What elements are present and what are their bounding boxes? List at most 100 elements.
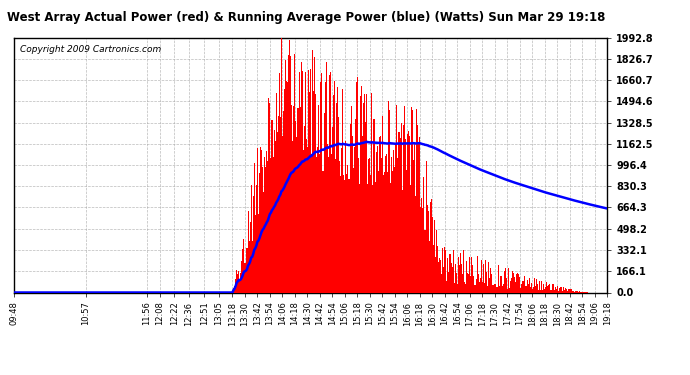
Bar — [275, 93, 277, 292]
Bar — [252, 241, 253, 292]
Bar — [544, 289, 545, 292]
Bar — [563, 287, 564, 292]
Bar — [385, 156, 386, 292]
Bar — [283, 111, 284, 292]
Bar — [388, 101, 389, 292]
Bar — [257, 148, 258, 292]
Bar — [244, 263, 246, 292]
Bar — [273, 130, 275, 292]
Bar — [557, 286, 558, 292]
Bar — [302, 71, 303, 292]
Bar — [473, 276, 475, 292]
Bar — [377, 171, 379, 292]
Bar — [263, 192, 264, 292]
Bar — [310, 69, 311, 292]
Bar — [546, 282, 547, 292]
Bar — [493, 285, 494, 292]
Bar — [465, 284, 466, 292]
Bar — [397, 158, 398, 292]
Bar — [572, 291, 573, 292]
Bar — [262, 167, 263, 292]
Bar — [526, 279, 528, 292]
Bar — [295, 121, 297, 292]
Bar — [253, 195, 254, 292]
Bar — [568, 289, 569, 292]
Bar — [333, 95, 334, 292]
Bar — [549, 284, 551, 292]
Bar — [475, 279, 477, 292]
Bar — [573, 291, 574, 292]
Bar — [566, 290, 567, 292]
Bar — [395, 146, 396, 292]
Bar — [422, 208, 424, 292]
Bar — [540, 290, 541, 292]
Bar — [522, 282, 524, 292]
Bar — [516, 274, 517, 292]
Bar — [403, 125, 404, 292]
Bar — [271, 120, 273, 292]
Bar — [542, 291, 543, 292]
Bar — [293, 106, 295, 292]
Bar — [379, 136, 380, 292]
Bar — [250, 185, 252, 292]
Bar — [409, 136, 410, 292]
Bar — [238, 272, 239, 292]
Bar — [551, 284, 553, 292]
Bar — [367, 184, 368, 292]
Bar — [277, 116, 279, 292]
Bar — [553, 290, 555, 292]
Bar — [398, 132, 400, 292]
Bar — [240, 273, 241, 292]
Bar — [382, 116, 383, 292]
Bar — [356, 82, 357, 292]
Bar — [340, 176, 342, 292]
Bar — [558, 291, 559, 292]
Bar — [545, 287, 546, 292]
Bar — [404, 106, 405, 292]
Bar — [407, 134, 408, 292]
Bar — [256, 184, 257, 292]
Bar — [290, 56, 291, 292]
Bar — [481, 260, 482, 292]
Bar — [504, 268, 506, 292]
Bar — [351, 106, 352, 292]
Bar — [320, 82, 322, 292]
Bar — [246, 248, 248, 292]
Bar — [471, 257, 473, 292]
Bar — [529, 278, 530, 292]
Bar — [313, 91, 314, 292]
Bar — [301, 62, 302, 292]
Bar — [259, 173, 260, 292]
Bar — [432, 217, 433, 292]
Bar — [459, 265, 460, 292]
Bar — [462, 274, 463, 292]
Bar — [282, 136, 283, 292]
Bar — [308, 70, 309, 292]
Bar — [506, 289, 508, 292]
Bar — [463, 251, 464, 292]
Bar — [492, 285, 493, 292]
Bar — [384, 172, 385, 292]
Bar — [358, 158, 359, 292]
Bar — [439, 258, 440, 292]
Bar — [269, 103, 270, 292]
Bar — [242, 249, 244, 292]
Bar — [431, 199, 432, 292]
Bar — [305, 72, 306, 292]
Bar — [537, 284, 538, 292]
Bar — [255, 215, 256, 292]
Bar — [508, 267, 509, 292]
Bar — [319, 154, 320, 292]
Bar — [353, 168, 354, 292]
Bar — [457, 257, 459, 292]
Bar — [428, 241, 430, 292]
Bar — [364, 94, 365, 292]
Bar — [509, 288, 510, 292]
Bar — [539, 281, 540, 292]
Bar — [420, 207, 422, 292]
Bar — [535, 286, 536, 292]
Bar — [413, 160, 414, 292]
Bar — [390, 183, 391, 292]
Bar — [567, 291, 568, 292]
Bar — [541, 281, 542, 292]
